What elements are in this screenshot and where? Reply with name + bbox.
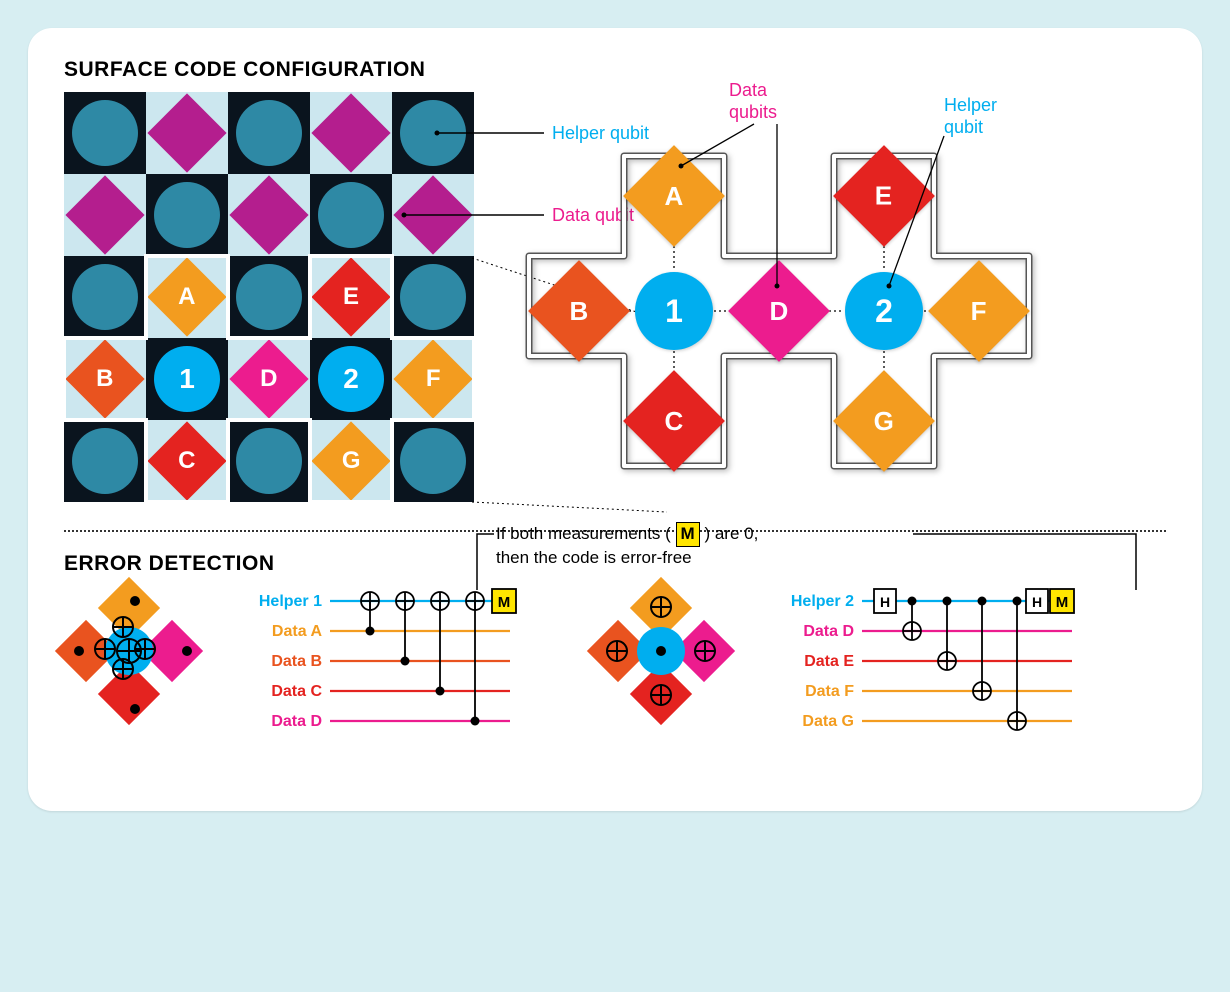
grid-cell xyxy=(310,174,392,256)
cross-helper-2: 2 xyxy=(845,272,923,350)
helper-qubit xyxy=(400,428,466,494)
caption-m-icon: M xyxy=(676,522,700,547)
caption-pre: If both measurements ( xyxy=(496,524,676,543)
cross-data-G: G xyxy=(845,382,923,460)
svg-text:M: M xyxy=(498,594,511,611)
cross-helper-1: 1 xyxy=(635,272,713,350)
cross-data-B: B xyxy=(540,272,618,350)
grid-cell xyxy=(228,92,310,174)
svg-text:M: M xyxy=(1056,594,1069,611)
grid-cell: B xyxy=(64,338,146,420)
circuit-2: Helper 2Data DData EData FData GHHM xyxy=(762,586,1082,771)
cross-figure: 12AEBDFCG Data qubits Helper qubit xyxy=(554,156,1054,476)
svg-text:Data A: Data A xyxy=(272,623,323,640)
grid-cell: 1 xyxy=(146,338,228,420)
grid-cell xyxy=(228,420,310,502)
svg-text:qubit: qubit xyxy=(944,117,983,137)
data-qubit xyxy=(229,175,308,254)
svg-text:qubits: qubits xyxy=(729,102,777,122)
grid-cell xyxy=(228,174,310,256)
grid-cell: D xyxy=(228,338,310,420)
svg-text:H: H xyxy=(880,594,890,610)
helper-qubit xyxy=(318,182,384,248)
data-qubit-D: D xyxy=(229,339,308,418)
mini-bottom xyxy=(107,672,151,716)
data-qubit xyxy=(311,93,390,172)
cross-data-D: D xyxy=(740,272,818,350)
grid-cell: G xyxy=(310,420,392,502)
caption-post1: ) are 0, xyxy=(704,524,758,543)
svg-text:Data D: Data D xyxy=(803,623,854,640)
svg-text:Data G: Data G xyxy=(802,713,854,730)
helper-qubit xyxy=(236,100,302,166)
grid-cell xyxy=(146,174,228,256)
svg-text:Data E: Data E xyxy=(804,653,854,670)
grid-cell: A xyxy=(146,256,228,338)
svg-text:Helper 1: Helper 1 xyxy=(259,593,322,610)
card: SURFACE CODE CONFIGURATION AEB1D2FCG Hel… xyxy=(28,28,1202,811)
helper-qubit xyxy=(400,264,466,330)
data-qubit-A: A xyxy=(147,257,226,336)
svg-text:Data B: Data B xyxy=(271,653,322,670)
helper-qubit xyxy=(72,100,138,166)
grid-cell xyxy=(146,92,228,174)
error-detection-row: Helper 1 Data A Data B Data C Data D M Helper… xyxy=(64,586,1166,771)
grid-cell xyxy=(64,256,146,338)
svg-text:Helper: Helper xyxy=(944,95,997,115)
grid-cell xyxy=(392,420,474,502)
data-qubit-F: F xyxy=(393,339,472,418)
cross-data-qubits-label: Data xyxy=(729,80,768,100)
helper-qubit-1: 1 xyxy=(154,346,220,412)
helper-qubit xyxy=(154,182,220,248)
grid-cell xyxy=(64,174,146,256)
svg-text:Data F: Data F xyxy=(805,683,854,700)
svg-text:Helper 2: Helper 2 xyxy=(791,593,854,610)
cross-data-C: C xyxy=(635,382,713,460)
data-qubit-C: C xyxy=(147,421,226,500)
helper-qubit-2: 2 xyxy=(318,346,384,412)
cross-data-F: F xyxy=(940,272,1018,350)
data-qubit xyxy=(147,93,226,172)
grid-cell: E xyxy=(310,256,392,338)
helper-qubit xyxy=(236,264,302,330)
grid-cell xyxy=(64,420,146,502)
data-qubit-E: E xyxy=(311,257,390,336)
data-qubit xyxy=(65,175,144,254)
cross-labels-svg: Data qubits Helper qubit xyxy=(554,86,1054,186)
svg-text:Data C: Data C xyxy=(271,683,322,700)
mini-cluster-1 xyxy=(64,586,194,716)
helper-qubit xyxy=(236,428,302,494)
caption-post2: then the code is error-free xyxy=(496,548,692,567)
data-qubit-G: G xyxy=(311,421,390,500)
top-row: AEB1D2FCG Helper qubit Data qubit xyxy=(64,92,1166,502)
grid-cell: C xyxy=(146,420,228,502)
helper-qubit xyxy=(72,264,138,330)
grid-cell: 2 xyxy=(310,338,392,420)
caption: If both measurements ( M ) are 0, then t… xyxy=(496,522,758,570)
svg-text:H: H xyxy=(1032,594,1042,610)
mini-cluster-2 xyxy=(596,586,726,716)
grid-cell xyxy=(64,92,146,174)
circuit-1: Helper 1 Data A Data B Data C Data D M xyxy=(230,586,530,771)
grid-cell xyxy=(228,256,310,338)
grid-cell xyxy=(392,256,474,338)
section1-title: SURFACE CODE CONFIGURATION xyxy=(64,58,1166,82)
helper-qubit xyxy=(72,428,138,494)
svg-text:Data D: Data D xyxy=(271,713,322,730)
data-qubit-B: B xyxy=(65,339,144,418)
grid-cell xyxy=(310,92,392,174)
grid-cell: F xyxy=(392,338,474,420)
surface-grid: A E B1D2F C G xyxy=(64,92,474,502)
